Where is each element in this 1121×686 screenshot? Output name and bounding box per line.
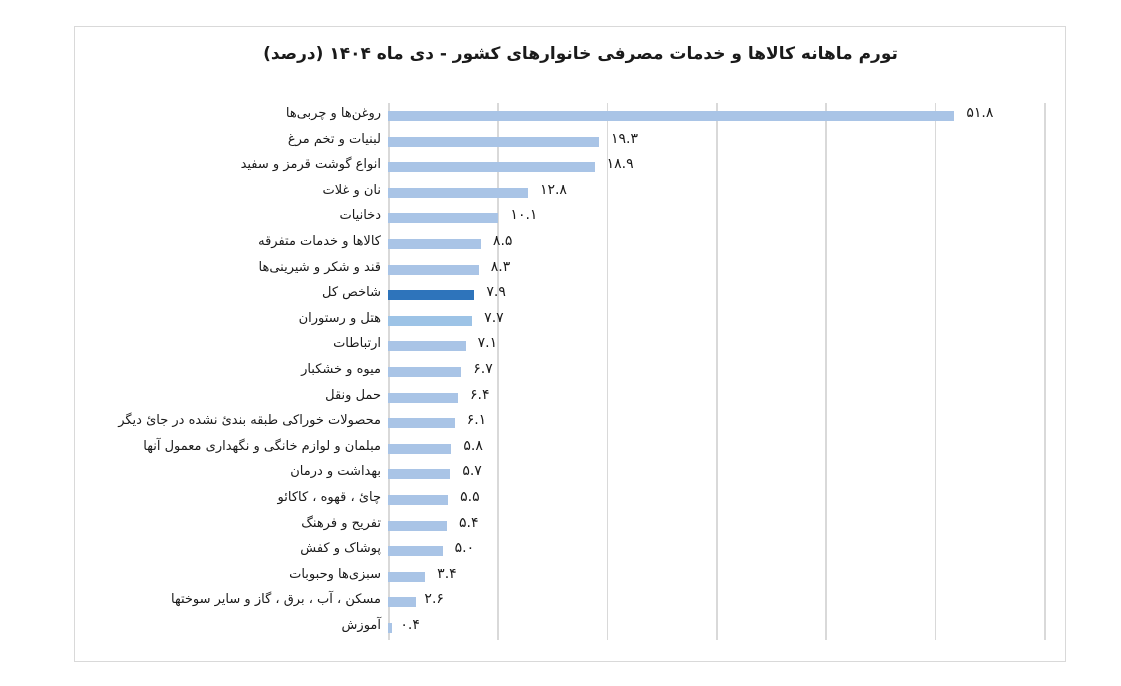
bar-row: ۵۱.۸ — [388, 105, 1044, 121]
gridline — [497, 103, 499, 640]
value-label: ۵۱.۸ — [966, 105, 994, 121]
gridline — [606, 103, 609, 640]
value-label: ۸.۵ — [492, 233, 513, 249]
category-label: محصولات خوراکی طبقه بندیٔ نشده در جایٔ د… — [118, 413, 381, 429]
category-label: مبلمان و لوازم خانگی و نگهداری معمول آنه… — [143, 438, 381, 454]
category-label: سبزی‌ها وحبوبات — [289, 566, 381, 582]
value-label: ۸.۳ — [490, 258, 511, 275]
bar — [388, 571, 426, 582]
bar — [388, 239, 481, 249]
chart-title: تورم ماهانه کالاها و خدمات مصرفی خانواره… — [263, 44, 898, 64]
value-label: ۶.۴ — [469, 386, 490, 403]
category-label: هتل و رستوران — [298, 310, 381, 326]
bar — [388, 264, 479, 275]
bar — [388, 213, 499, 224]
value-label: ۷.۹ — [486, 284, 506, 301]
category-label: میوه و خشکبار — [301, 362, 381, 377]
category-label: لبنیات و تخم مرغ — [287, 131, 381, 147]
category-label: قند و شکر و شیرینی‌ها — [258, 259, 381, 275]
value-label: ۵.۴ — [459, 514, 479, 531]
bar — [388, 495, 449, 505]
value-label: ۵.۵ — [460, 489, 480, 505]
bar-row: ۳.۴ — [388, 566, 1044, 582]
bar-row: ۵.۸ — [388, 438, 1044, 454]
bar-row: ۵.۷ — [388, 463, 1044, 480]
value-label: ۰.۴ — [400, 617, 420, 633]
category-label: کالاها و خدمات متفرقه — [258, 234, 381, 249]
bar — [388, 136, 599, 147]
bar — [388, 367, 462, 377]
category-label: حمل ونقل — [325, 387, 381, 403]
bar — [388, 111, 955, 121]
gridline — [825, 103, 827, 640]
bar — [388, 162, 595, 173]
value-label: ۱۰.۱ — [510, 207, 538, 224]
bar-row: ۶.۱ — [388, 412, 1044, 429]
bar-row: ۱۲.۸ — [388, 182, 1044, 198]
value-label: ۱۹.۳ — [611, 130, 639, 147]
value-label: ۵.۷ — [462, 463, 482, 480]
bar-row: ۵.۵ — [388, 489, 1044, 505]
value-label: ۷.۷ — [484, 309, 504, 326]
bar-row: ۵.۰ — [388, 540, 1044, 557]
gridline — [934, 103, 937, 640]
value-label: ۷.۱ — [477, 335, 498, 352]
bar — [388, 418, 455, 429]
bar-highlight — [388, 290, 475, 301]
bar — [388, 187, 528, 198]
value-label: ۱۲.۸ — [539, 181, 567, 198]
bar-row: ۸.۵ — [388, 233, 1044, 249]
bar-row: ۷.۱ — [388, 335, 1044, 352]
bar-row: ۵.۴ — [388, 515, 1044, 531]
category-label: تفریح و فرهنگ — [301, 515, 381, 531]
category-label: دخانیات — [339, 208, 381, 224]
bar — [388, 392, 458, 403]
bar — [388, 520, 448, 531]
bar — [388, 443, 452, 454]
value-label: ۱۸.۹ — [606, 156, 634, 173]
bar — [388, 597, 417, 608]
value-label: ۶.۷ — [473, 361, 493, 377]
bar — [388, 546, 443, 557]
category-label: ارتباطات — [333, 336, 381, 352]
value-label: ۲.۶ — [424, 591, 444, 608]
category-label: مسکن ، آب ، برق ، گاز و سایر سوختها — [170, 592, 381, 608]
category-label: شاخص کل — [322, 285, 381, 301]
bar — [388, 315, 473, 326]
bar-row: ۷.۷ — [388, 310, 1044, 326]
value-label: ۳.۴ — [437, 565, 457, 582]
bar-row: ۸.۳ — [388, 259, 1044, 275]
bar-row: ۶.۴ — [388, 387, 1044, 403]
chart-frame — [74, 26, 1066, 662]
bar-row: ۷.۹ — [388, 284, 1044, 301]
bar-row: ۶.۷ — [388, 361, 1044, 377]
category-label: پوشاک و کفش — [300, 541, 381, 557]
category-label: روغن‌ها و چربی‌ها — [285, 106, 381, 121]
bar — [388, 623, 393, 633]
value-label: ۵.۰ — [454, 540, 475, 557]
gridline — [716, 103, 718, 640]
category-label: انواع گوشت قرمز و سفید — [240, 157, 381, 173]
bar-row: ۲.۶ — [388, 591, 1044, 608]
bar-row: ۱۹.۳ — [388, 131, 1044, 147]
category-label: نان و غلات — [322, 182, 381, 198]
bar — [388, 469, 451, 480]
value-label: ۵.۸ — [463, 437, 483, 454]
category-label: بهداشت و درمان — [290, 464, 381, 480]
bar-row: ۱۸.۹ — [388, 156, 1044, 173]
category-label: چایٔ ، قهوه ، کاکائو — [277, 490, 381, 505]
gridline — [1044, 103, 1046, 640]
value-label: ۶.۱ — [466, 412, 487, 429]
bar-row: ۰.۴ — [388, 617, 1044, 633]
plot-area: ۵۱.۸ ۱۹.۳ ۱۸.۹ ۱۲.۸ ۱۰.۱ ۸.۵ ۸.۳ ۷.۹ ۷.۷ ۷.۱ ۶.۷ ۶.… — [388, 103, 1046, 640]
bar-row: ۱۰.۱ — [388, 207, 1044, 224]
category-label: آموزش — [341, 618, 381, 633]
bar — [388, 341, 466, 352]
